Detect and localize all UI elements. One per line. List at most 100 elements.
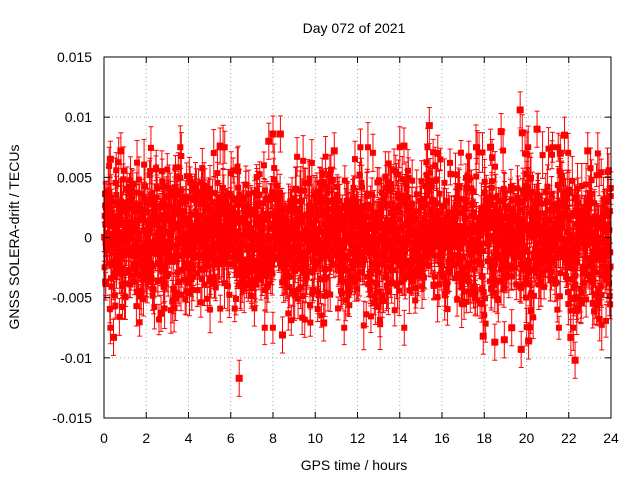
data-point xyxy=(299,219,306,226)
data-point xyxy=(269,324,276,331)
data-point xyxy=(165,271,172,278)
data-point xyxy=(283,239,290,246)
data-point xyxy=(183,288,190,295)
data-point xyxy=(300,157,307,164)
data-point xyxy=(333,202,340,209)
data-point xyxy=(283,269,290,276)
data-point xyxy=(188,286,195,293)
data-point xyxy=(246,269,253,276)
data-point xyxy=(363,229,370,236)
data-point xyxy=(148,195,155,202)
data-point xyxy=(116,313,123,320)
data-point xyxy=(202,184,209,191)
data-point xyxy=(288,257,295,264)
data-point xyxy=(322,153,329,160)
data-point xyxy=(249,285,256,292)
data-point xyxy=(137,293,144,300)
data-point xyxy=(300,264,307,271)
data-point xyxy=(106,162,113,169)
data-point xyxy=(263,195,270,202)
data-point xyxy=(110,269,117,276)
data-point xyxy=(207,306,214,313)
data-point xyxy=(136,201,143,208)
data-point xyxy=(307,302,314,309)
data-point xyxy=(159,276,166,283)
data-point xyxy=(265,281,272,288)
data-point xyxy=(251,305,258,312)
data-point xyxy=(335,305,342,312)
data-point xyxy=(294,153,301,160)
data-point xyxy=(287,235,294,242)
data-point xyxy=(199,165,206,172)
data-point xyxy=(320,178,327,185)
data-point xyxy=(167,307,174,314)
data-point xyxy=(225,260,232,267)
data-point xyxy=(221,144,228,151)
data-point xyxy=(204,295,211,302)
data-point xyxy=(288,317,295,324)
data-point xyxy=(174,269,181,276)
data-point xyxy=(210,150,217,157)
data-point xyxy=(172,225,179,232)
data-point xyxy=(154,185,161,192)
data-point xyxy=(164,256,171,263)
data-point xyxy=(161,305,168,312)
data-point xyxy=(323,183,330,190)
data-point xyxy=(193,230,200,237)
data-point xyxy=(143,249,150,256)
data-point xyxy=(226,291,233,298)
data-point xyxy=(190,266,197,273)
data-point xyxy=(351,244,358,251)
data-point xyxy=(142,183,149,190)
data-point xyxy=(301,187,308,194)
data-point xyxy=(242,181,249,188)
data-point xyxy=(283,217,290,224)
data-point xyxy=(256,191,263,198)
data-point xyxy=(193,181,200,188)
data-point xyxy=(313,216,320,223)
data-point xyxy=(149,292,156,299)
data-point xyxy=(291,292,298,299)
data-point xyxy=(336,205,343,212)
data-point xyxy=(256,171,263,178)
data-point xyxy=(355,275,362,282)
data-point xyxy=(236,191,243,198)
data-point xyxy=(357,144,364,151)
data-point xyxy=(217,305,224,312)
data-point xyxy=(129,180,136,187)
data-point xyxy=(338,290,345,297)
data-point xyxy=(119,206,126,213)
data-point xyxy=(347,217,354,224)
data-point xyxy=(353,285,360,292)
data-point xyxy=(146,172,153,179)
data-point xyxy=(184,280,191,287)
data-point xyxy=(172,295,179,302)
data-point xyxy=(299,254,306,261)
data-point xyxy=(292,228,299,235)
data-point xyxy=(273,219,280,226)
data-point xyxy=(271,246,278,253)
data-point xyxy=(285,310,292,317)
data-point xyxy=(175,252,182,259)
data-point xyxy=(178,291,185,298)
data-point xyxy=(101,264,108,271)
data-point xyxy=(154,277,161,284)
data-point xyxy=(286,252,293,259)
data-series xyxy=(101,91,614,397)
data-point xyxy=(336,246,343,253)
data-point xyxy=(140,217,147,224)
data-point xyxy=(141,195,148,202)
data-point xyxy=(316,206,323,213)
data-point xyxy=(360,322,367,329)
data-point xyxy=(308,159,315,166)
data-point xyxy=(229,254,236,261)
data-point xyxy=(205,247,212,254)
data-point xyxy=(256,272,263,279)
data-point xyxy=(299,293,306,300)
data-point xyxy=(178,152,185,159)
data-point xyxy=(319,195,326,202)
data-point xyxy=(341,236,348,243)
data-point xyxy=(242,218,249,225)
data-point xyxy=(311,239,318,246)
data-point xyxy=(186,290,193,297)
